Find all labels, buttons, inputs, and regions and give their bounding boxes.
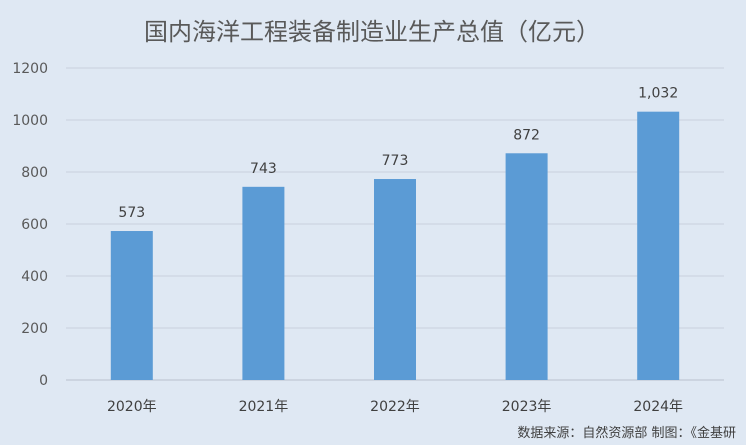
bar bbox=[110, 231, 153, 380]
x-tick-label: 2020年 bbox=[107, 399, 157, 415]
bar bbox=[505, 153, 548, 380]
source-note: 数据来源：自然资源部 制图：《金基研 bbox=[517, 425, 736, 441]
data-label: 1,032 bbox=[638, 86, 678, 102]
x-axis-ticks: 2020年 2021年 2022年 2023年 2024年 bbox=[107, 399, 683, 415]
data-label: 872 bbox=[513, 127, 540, 143]
x-tick-label: 2023年 bbox=[502, 399, 552, 415]
x-tick-label: 2024年 bbox=[633, 399, 683, 415]
data-labels: 573 743 773 872 1,032 bbox=[118, 86, 678, 221]
y-tick-label: 600 bbox=[21, 217, 48, 233]
data-label: 573 bbox=[118, 205, 145, 221]
chart-title: 国内海洋工程装备制造业生产总值（亿元） bbox=[144, 18, 600, 46]
y-tick-label: 1000 bbox=[12, 113, 48, 129]
bar bbox=[374, 179, 416, 380]
y-axis-ticks: 0 200 400 600 800 1000 1200 bbox=[12, 61, 48, 389]
data-label: 743 bbox=[250, 161, 277, 177]
y-tick-label: 1200 bbox=[12, 61, 48, 77]
x-tick-label: 2022年 bbox=[370, 399, 420, 415]
bar bbox=[637, 111, 680, 381]
y-tick-label: 400 bbox=[21, 269, 48, 285]
data-label: 773 bbox=[382, 153, 409, 169]
y-tick-label: 200 bbox=[21, 321, 48, 337]
y-tick-label: 0 bbox=[39, 373, 48, 389]
bars bbox=[110, 111, 680, 381]
x-tick-label: 2021年 bbox=[239, 399, 289, 415]
y-tick-label: 800 bbox=[21, 165, 48, 181]
bar bbox=[242, 186, 285, 380]
